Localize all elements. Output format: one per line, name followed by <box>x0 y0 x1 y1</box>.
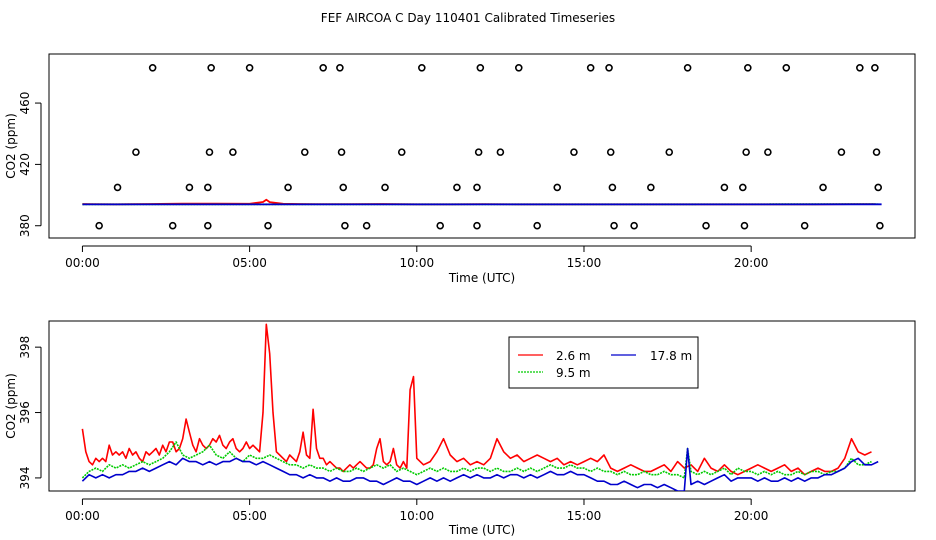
scatter-point <box>474 148 483 156</box>
bottom-x-tick-label: 05:00 <box>232 509 267 523</box>
scatter-point <box>339 183 348 192</box>
scatter-point <box>264 221 272 230</box>
legend: 2.6 m 17.8 m 9.5 m <box>508 336 699 389</box>
legend-label-2-6m: 2.6 m <box>556 349 591 363</box>
bottom-series-9-5-m <box>81 441 872 479</box>
scatter-point <box>683 64 692 72</box>
scatter-point <box>874 183 883 192</box>
legend-box <box>508 336 699 389</box>
scatter-point <box>871 64 879 72</box>
scatter-point <box>362 221 371 230</box>
scatter-point <box>647 183 655 192</box>
scatter-point <box>132 148 140 156</box>
scatter-point <box>837 148 846 156</box>
top-x-axis-label: Time (UTC) <box>448 271 515 285</box>
scatter-point <box>397 148 406 156</box>
scatter-point <box>764 148 772 156</box>
top-y-tick-label: 380 <box>18 214 32 237</box>
scatter-point <box>782 64 791 72</box>
scatter-point <box>185 183 194 192</box>
scatter-point <box>819 183 827 192</box>
scatter-point <box>418 64 426 72</box>
scatter-point <box>608 183 617 192</box>
bottom-plot-frame <box>48 320 916 492</box>
top-x-tick-label: 05:00 <box>232 256 267 270</box>
legend-label-9-5m: 9.5 m <box>556 366 591 380</box>
scatter-point <box>113 183 122 192</box>
scatter-point <box>586 64 595 72</box>
scatter-point <box>744 64 752 72</box>
bottom-series-2-6-m <box>81 323 872 476</box>
scatter-point <box>337 148 346 156</box>
scatter-point <box>533 221 541 230</box>
scatter-point <box>300 148 309 156</box>
scatter-point <box>605 64 613 72</box>
bottom-y-tick-label: 398 <box>18 336 32 359</box>
scatter-point <box>168 221 177 230</box>
top-y-tick-label: 420 <box>18 153 32 176</box>
bottom-x-tick-label: 10:00 <box>400 509 435 523</box>
scatter-point <box>207 64 215 72</box>
scatter-point <box>229 148 237 156</box>
bottom-y-tick-label: 394 <box>18 466 32 489</box>
bottom-x-tick-label: 20:00 <box>734 509 769 523</box>
scatter-point <box>630 221 638 230</box>
scatter-point <box>800 221 809 230</box>
scatter-point <box>742 148 750 156</box>
bottom-x-tick-label: 15:00 <box>567 509 602 523</box>
scatter-point <box>453 183 461 192</box>
top-y-axis-label: CO2 (ppm) <box>4 113 18 179</box>
bottom-series-17-8-m <box>81 447 879 491</box>
figure-title: FEF AIRCOA C Day 110401 Calibrated Times… <box>321 11 615 25</box>
scatter-point <box>341 221 349 230</box>
bottom-y-tick-label: 396 <box>18 401 32 424</box>
scatter-point <box>205 148 214 156</box>
top-plot-frame <box>48 53 916 239</box>
scatter-point <box>570 148 578 156</box>
scatter-point <box>720 183 729 192</box>
top-y-tick-label: 460 <box>18 92 32 115</box>
top-x-tick-label: 15:00 <box>567 256 602 270</box>
scatter-point <box>876 221 884 230</box>
scatter-point <box>606 148 615 156</box>
scatter-point <box>514 64 523 72</box>
scatter-point <box>319 64 327 72</box>
scatter-point <box>473 183 481 192</box>
scatter-point <box>245 64 254 72</box>
top-x-tick-label: 00:00 <box>65 256 100 270</box>
scatter-point <box>702 221 710 230</box>
scatter-point <box>204 183 212 192</box>
scatter-point <box>740 221 749 230</box>
scatter-point <box>473 221 481 230</box>
top-panel: 00:00 05:00 10:00 15:00 20:00 380 420 460 Time… <box>4 53 916 285</box>
scatter-point <box>95 221 103 230</box>
bottom-x-axis-label: Time (UTC) <box>448 523 515 537</box>
legend-label-17-8m: 17.8 m <box>650 349 692 363</box>
scatter-point <box>739 183 747 192</box>
scatter-point <box>665 148 674 156</box>
scatter-point <box>148 64 157 72</box>
top-x-tick-label: 20:00 <box>734 256 769 270</box>
scatter-point <box>381 183 389 192</box>
scatter-point <box>610 221 618 230</box>
scatter-point <box>204 221 212 230</box>
bottom-panel: 00:00 05:00 10:00 15:00 20:00 394 396 398 Time… <box>4 320 916 537</box>
scatter-point <box>336 64 344 72</box>
scatter-point <box>872 148 881 156</box>
top-x-tick-label: 10:00 <box>400 256 435 270</box>
scatter-point <box>436 221 445 230</box>
scatter-point <box>284 183 292 192</box>
bottom-y-axis-label: CO2 (ppm) <box>4 373 18 439</box>
scatter-point <box>856 64 864 72</box>
scatter-point <box>496 148 505 156</box>
scatter-point <box>476 64 485 72</box>
scatter-point <box>553 183 562 192</box>
bottom-x-tick-label: 00:00 <box>65 509 100 523</box>
